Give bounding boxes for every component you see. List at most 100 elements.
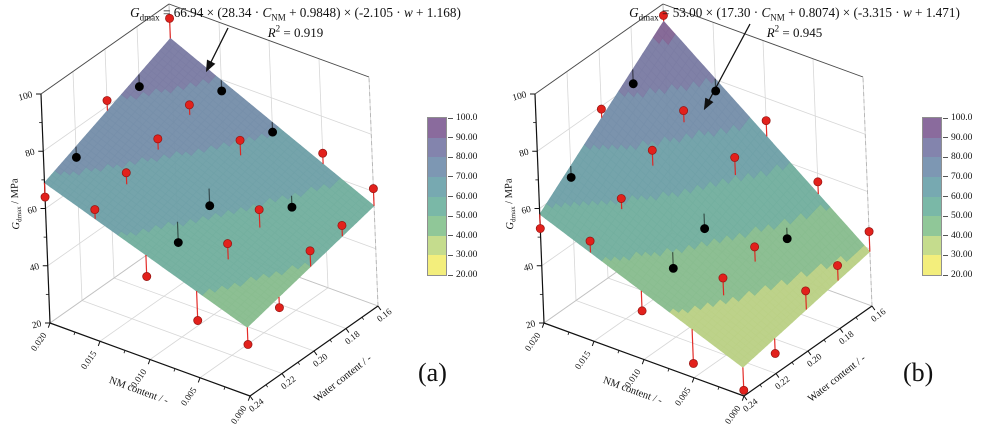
colorbar-band	[923, 196, 941, 217]
water-tick-label: 0.20	[311, 351, 330, 369]
colorbar-tick-label: 90.00	[943, 133, 972, 143]
colorbar-tick-text: 60.00	[951, 191, 973, 202]
data-point	[205, 201, 215, 211]
data-point	[637, 306, 647, 316]
colorbar-band	[923, 235, 941, 256]
data-point	[535, 224, 545, 233]
colorbar-tick-label: 50.00	[943, 211, 972, 221]
stem-line	[691, 329, 695, 364]
data-point	[134, 82, 144, 92]
colorbar-tick-label: 100.0	[448, 113, 477, 123]
water-tick-label: 0.16	[869, 306, 888, 324]
data-point	[616, 194, 626, 203]
data-point	[739, 385, 749, 395]
fitted-surface	[539, 20, 871, 368]
eq-b-g: G	[629, 5, 639, 20]
fitted-surface	[44, 37, 375, 328]
eq-b-p1: = 53.00 × (17.30 ·	[658, 5, 762, 20]
nm-tick-label: 0.015	[573, 348, 593, 371]
equation-a-line1: Gdmax = 66.94 × (28.34 · CNM + 0.9848) ×…	[98, 5, 493, 23]
eq-b-p2: + 0.8074) × (-3.315 ·	[784, 5, 903, 20]
colorbar-tick-mark	[943, 176, 948, 178]
r2-b-tail: = 0.945	[779, 25, 823, 40]
data-point	[243, 340, 253, 349]
eq-a-p1: = 66.94 × (28.34 ·	[159, 5, 263, 20]
colorbar-tick-mark	[448, 117, 453, 119]
nm-tick-label: 0.000	[723, 403, 743, 426]
z-axis-title: Gdmax / MPa	[9, 178, 23, 230]
equation-arrow	[205, 27, 229, 73]
colorbar-tick-label: 20.00	[943, 270, 972, 280]
colorbar-tick-text: 70.00	[456, 171, 478, 182]
eq-a-p2: + 0.9848) × (-2.105 ·	[285, 5, 404, 20]
z-axis-title: Gdmax / MPa	[503, 178, 517, 230]
colorbar-tick-mark	[448, 254, 453, 256]
data-point	[711, 86, 721, 96]
eq-b-w: w	[902, 5, 912, 20]
colorbar-tick-mark	[448, 196, 453, 197]
nm-tick-label: 0.005	[179, 385, 199, 408]
data-point	[596, 104, 606, 114]
data-point	[668, 263, 678, 273]
z-tick-label: 100	[17, 90, 34, 103]
data-point	[287, 202, 297, 212]
colorbar-tick-text: 50.00	[456, 211, 478, 222]
colorbar-band	[923, 118, 941, 138]
colorbar-tick-text: 50.00	[951, 211, 973, 222]
r2-b-lead: R	[766, 25, 775, 40]
data-point	[121, 168, 131, 178]
data-point	[274, 303, 284, 313]
data-point	[40, 192, 50, 202]
data-point	[337, 220, 347, 230]
nm-tick-label: 0.015	[79, 348, 99, 371]
data-point	[688, 358, 698, 368]
nm-tick-label: 0.000	[229, 403, 249, 426]
r2-a-lead: R	[267, 25, 276, 40]
data-point	[659, 11, 668, 20]
colorbar-tick-text: 60.00	[456, 191, 478, 202]
data-point	[71, 152, 81, 162]
colorbar-band	[428, 216, 446, 236]
colorbar-tick-label: 70.00	[943, 172, 972, 182]
colorbar-tick-mark	[448, 156, 453, 158]
z-tick-label: 40	[29, 262, 41, 274]
equation-b-line1: Gdmax = 53.00 × (17.30 · CNM + 0.8074) ×…	[597, 5, 991, 22]
equation-a: Gdmax = 66.94 × (28.34 · CNM + 0.9848) ×…	[98, 5, 493, 41]
colorbar-tick-mark	[448, 176, 453, 178]
eq-a-g-sub: dmax	[139, 12, 160, 23]
colorbar-band	[923, 157, 941, 177]
colorbar-tick-label: 60.00	[943, 192, 972, 202]
data-point	[318, 148, 328, 158]
colorbar-tick-mark	[943, 156, 948, 158]
data-point	[193, 316, 203, 325]
colorbar-band	[923, 216, 941, 236]
data-point	[761, 116, 771, 126]
colorbar-band	[923, 176, 941, 197]
z-tick-label: 80	[518, 147, 530, 159]
colorbar-tick-mark	[448, 235, 453, 237]
colorbar-band	[428, 196, 446, 217]
colorbar-band	[428, 157, 446, 177]
data-points	[535, 11, 874, 395]
data-point	[628, 79, 638, 89]
data-point	[102, 96, 112, 105]
data-point	[165, 13, 175, 23]
colorbar-tick-label: 20.00	[448, 270, 477, 280]
colorbar-tick-label: 30.00	[448, 250, 477, 260]
colorbar-tick-text: 20.00	[456, 270, 478, 280]
data-point	[153, 134, 163, 144]
eq-b-c: C	[761, 5, 771, 20]
colorbar-band	[428, 235, 446, 256]
r2-b-sup: 2	[774, 23, 780, 34]
colorbar-tick-label: 100.0	[943, 113, 972, 123]
eq-a-g: G	[130, 5, 140, 20]
colorbar-tick-mark	[943, 137, 948, 139]
colorbar-tick-text: 20.00	[951, 270, 973, 280]
data-point	[305, 246, 315, 256]
water-tick-label: 0.24	[247, 396, 266, 414]
water-tick-label: 0.22	[773, 374, 792, 392]
